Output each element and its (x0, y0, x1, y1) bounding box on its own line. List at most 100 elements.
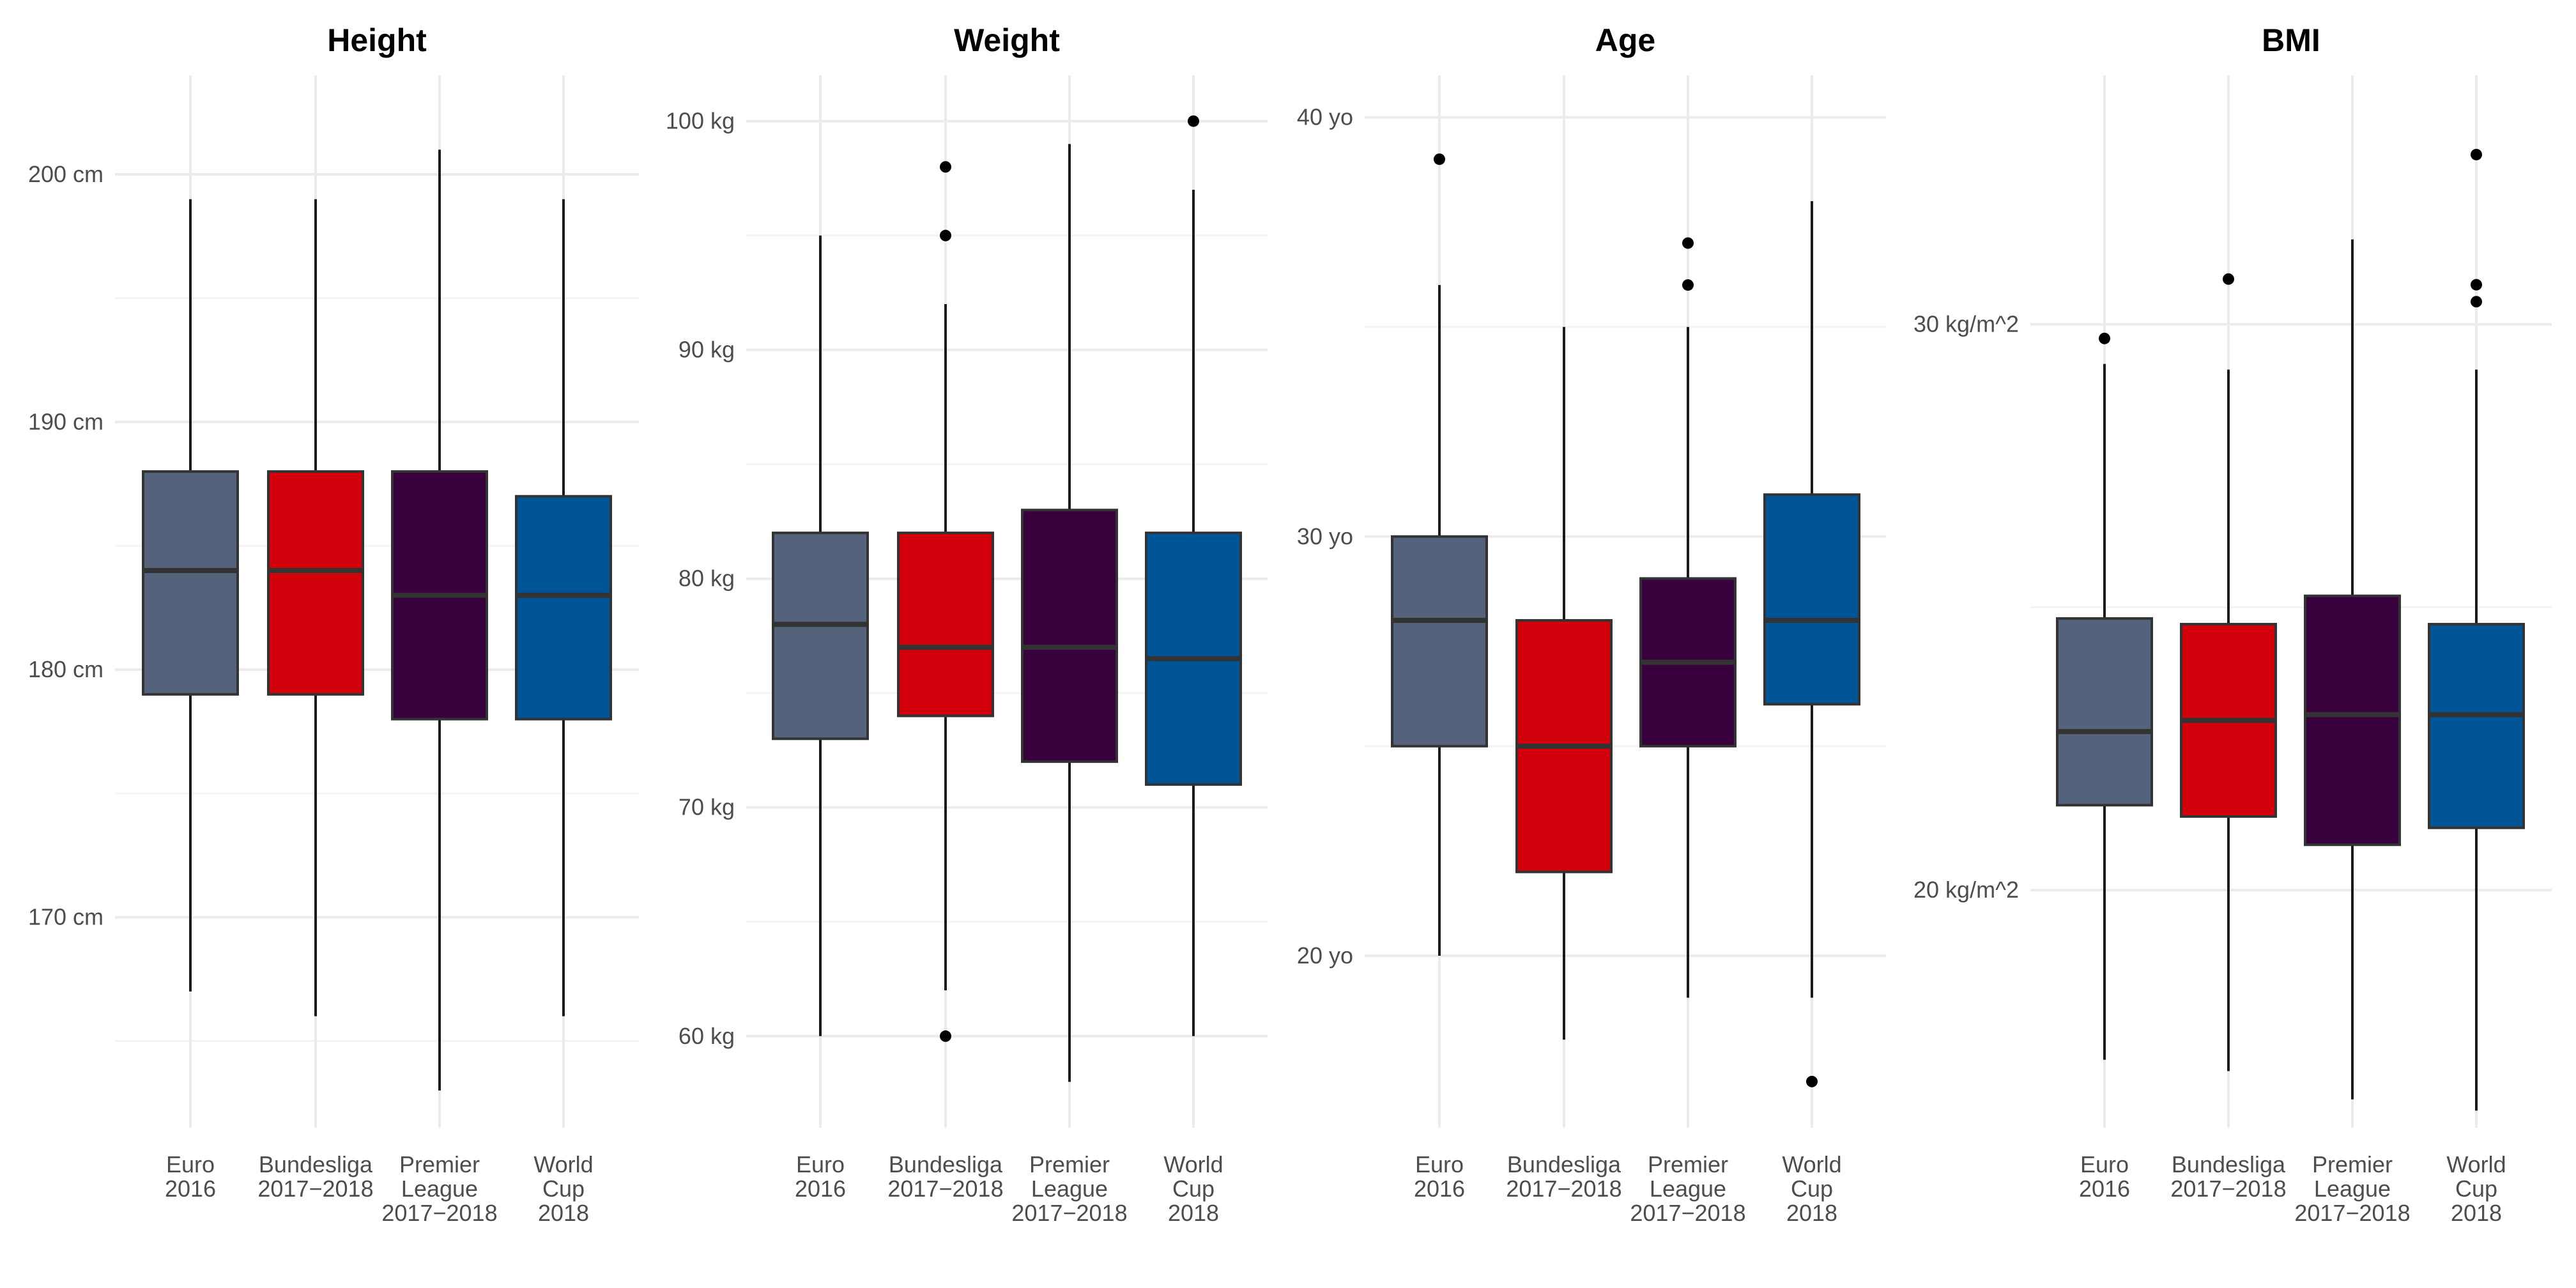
box-0 (772, 235, 869, 1036)
x-category-label: League (401, 1176, 478, 1202)
box-body (2428, 622, 2525, 829)
box-3 (2428, 148, 2525, 1111)
box-2 (2304, 239, 2401, 1100)
x-category-label: World (533, 1151, 593, 1177)
x-category-label: 2017−2018 (381, 1200, 497, 1226)
x-category-label: 2016 (1414, 1176, 1465, 1202)
x-category-label: 2018 (1786, 1200, 1837, 1226)
panel-weight: 60 kg 70 kg 80 kg 90 kg 100 kg Weight Euro2016… (666, 22, 1268, 1226)
outlier-point (2471, 279, 2482, 291)
box-3 (515, 199, 612, 1016)
box-body (2304, 594, 2401, 847)
box-2 (1639, 237, 1736, 998)
box-3 (1145, 115, 1242, 1036)
x-category-label: Euro (166, 1151, 215, 1177)
panel-title: BMI (2262, 22, 2320, 58)
box-body (897, 532, 994, 717)
outlier-point (1682, 279, 1694, 291)
outlier-point (1682, 237, 1694, 249)
panel-title: Age (1595, 22, 1655, 58)
x-category-label: World (1782, 1151, 1841, 1177)
x-category-label: 2017−2018 (2294, 1200, 2410, 1226)
box-body (142, 470, 239, 696)
y-tick-label: 200 cm (28, 161, 103, 187)
y-tick-label: 190 cm (28, 409, 103, 435)
box-body (267, 470, 364, 696)
y-tick-label: 70 kg (678, 794, 735, 820)
x-category-label: 2017−2018 (257, 1176, 373, 1202)
outlier-point (2223, 273, 2234, 285)
x-category-label: 2017−2018 (1506, 1176, 1621, 1202)
x-category-label: 2016 (165, 1176, 216, 1202)
y-tick-label: 30 yo (1297, 523, 1353, 549)
outlier-point (940, 229, 951, 241)
y-tick-label: 170 cm (28, 904, 103, 930)
x-category-label: Euro (1415, 1151, 1464, 1177)
x-category-label: League (1031, 1176, 1108, 1202)
box-2 (391, 150, 488, 1091)
y-tick-label: 20 kg/m^2 (1913, 877, 2019, 903)
x-category-label: Bundesliga (259, 1151, 373, 1177)
box-body (2056, 617, 2153, 807)
y-tick-label: 100 kg (666, 108, 735, 134)
x-category-label: League (2314, 1176, 2391, 1202)
x-category-label: Premier (2312, 1151, 2393, 1177)
outlier-point (940, 161, 951, 173)
box-1 (2180, 273, 2277, 1071)
outlier-point (1434, 153, 1445, 165)
panel-bmi: 20 kg/m^230 kg/m^2BMIEuro2016Bundesliga2… (1913, 22, 2552, 1226)
box-1 (1515, 326, 1613, 1040)
box-body (1391, 535, 1488, 747)
x-category-label: League (1650, 1176, 1726, 1202)
y-tick-label: 60 kg (678, 1023, 735, 1049)
x-category-label: Bundesliga (2172, 1151, 2286, 1177)
x-category-label: 2017−2018 (1630, 1200, 1745, 1226)
outlier-point (2471, 296, 2482, 308)
box-0 (1391, 153, 1488, 956)
x-category-label: Premier (1648, 1151, 1728, 1177)
outlier-point (2471, 148, 2482, 160)
outlier-point (940, 1030, 951, 1042)
outlier-point (1188, 115, 1199, 127)
x-category-label: 2018 (538, 1200, 589, 1226)
box-body (1021, 509, 1118, 763)
y-tick-label: 90 kg (678, 337, 735, 363)
x-category-label: Euro (796, 1151, 845, 1177)
x-category-label: Premier (1029, 1151, 1110, 1177)
x-category-label: World (1163, 1151, 1223, 1177)
x-category-label: Cup (1172, 1176, 1215, 1202)
box-2 (1021, 144, 1118, 1082)
panel-title: Height (327, 22, 427, 58)
x-category-label: Bundesliga (1507, 1151, 1621, 1177)
x-category-label: 2016 (2079, 1176, 2130, 1202)
box-1 (897, 161, 994, 1042)
box-1 (267, 199, 364, 1016)
x-category-label: 2017−2018 (2170, 1176, 2286, 1202)
x-category-label: 2017−2018 (1011, 1200, 1127, 1226)
y-tick-label: 20 yo (1297, 942, 1353, 969)
x-category-label: Bundesliga (889, 1151, 1003, 1177)
y-tick-label: 180 cm (28, 656, 103, 682)
x-category-label: 2016 (795, 1176, 846, 1202)
x-category-label: World (2446, 1151, 2506, 1177)
outlier-point (1806, 1075, 1818, 1087)
x-category-label: Cup (1791, 1176, 1833, 1202)
box-3 (1763, 201, 1860, 1087)
box-body (1763, 493, 1860, 706)
y-tick-label: 30 kg/m^2 (1913, 311, 2019, 337)
x-category-label: 2018 (1168, 1200, 1219, 1226)
outlier-point (2099, 332, 2110, 344)
x-category-label: 2017−2018 (887, 1176, 1003, 1202)
panel-title: Weight (954, 22, 1060, 58)
box-body (515, 494, 612, 721)
box-0 (142, 199, 239, 992)
x-category-label: Cup (542, 1176, 585, 1202)
y-tick-label: 80 kg (678, 565, 735, 592)
x-category-label: Cup (2455, 1176, 2497, 1202)
x-category-label: Premier (399, 1151, 480, 1177)
x-category-label: Euro (2080, 1151, 2129, 1177)
x-category-label: 2018 (2451, 1200, 2502, 1226)
